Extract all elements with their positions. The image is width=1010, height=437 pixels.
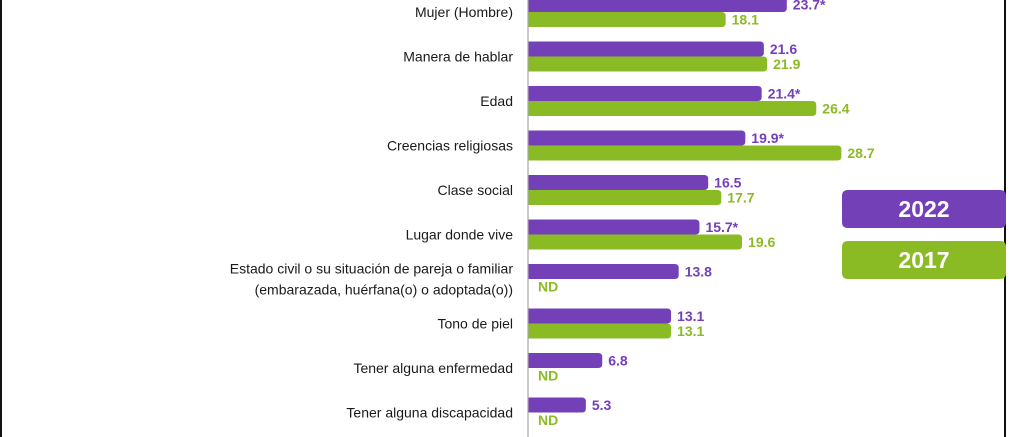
category-label: Tener alguna enfermedad [353,360,513,376]
legend: 2022 2017 [842,190,1006,279]
legend-label-2022: 2022 [898,196,949,222]
bar-2017 [528,56,768,72]
category-label: Lugar donde vive [406,227,514,243]
category-label-line: Tener alguna discapacidad [346,405,513,421]
bar-2022 [528,264,679,279]
bar-2022 [528,130,746,146]
category-label: Tono de piel [437,316,513,332]
data-label-2022: 21.4* [768,86,801,102]
bar-2022 [528,86,762,101]
data-label-2022: 16.5 [714,175,741,191]
data-label-2022: 6.8 [608,353,628,369]
bar-2022 [528,219,700,235]
data-label-2017: ND [538,412,558,428]
category-label-line: Manera de hablar [403,49,513,65]
category-label: Edad [480,93,513,109]
category-label-line: Creencias religiosas [387,138,513,154]
data-label-2017: 26.4 [822,101,849,117]
bar-2017 [528,323,672,339]
bar-2022 [528,308,672,324]
category-label-line: Edad [480,93,513,109]
data-label-2017: ND [538,279,558,295]
category-label: Creencias religiosas [387,138,513,154]
data-label-2022: 21.6 [770,41,797,57]
bar-2022 [528,0,787,12]
category-label: Estado civil o su situación de pareja o … [230,261,514,298]
data-label-2022: 13.8 [685,264,712,280]
category-label-line: Estado civil o su situación de pareja o … [230,261,514,277]
category-label-line: Lugar donde vive [406,227,514,243]
bar-2022 [528,175,709,190]
category-label-line: Tener alguna enfermedad [353,360,513,376]
bar-2022 [528,353,603,368]
category-label: Clase social [438,182,513,198]
data-label-2017: 17.7 [727,190,754,206]
data-label-2022: 15.7* [705,219,738,235]
bar-2017 [528,190,722,205]
category-label-line: Tono de piel [437,316,513,332]
category-label: Mujer (Hombre) [415,4,513,20]
data-label-2017: 21.9 [773,56,800,72]
bar-2022 [528,41,764,57]
category-label-line: Clase social [438,182,513,198]
bar-2017 [528,145,842,161]
data-label-2022: 13.1 [677,308,704,324]
data-label-2022: 5.3 [592,397,612,413]
bar-2017 [528,12,726,27]
data-label-2017: 13.1 [677,323,704,339]
legend-swatch-2022 [842,190,1006,228]
data-label-2022: 19.9* [751,130,784,146]
category-label: Manera de hablar [403,49,513,65]
data-label-2017: 19.6 [748,234,775,250]
bar-2017 [528,234,743,250]
category-label: Tener alguna discapacidad [346,405,513,421]
data-label-2022: 23.7* [793,0,826,13]
legend-swatch-2017 [842,241,1006,279]
data-label-2017: 18.1 [732,12,759,28]
bar-2017 [528,101,817,116]
category-label-line: Mujer (Hombre) [415,4,513,20]
legend-label-2017: 2017 [898,247,949,273]
data-label-2017: 28.7 [847,145,874,161]
data-label-2017: ND [538,368,558,384]
bar-2022 [528,397,586,413]
bars-layer: Mujer (Hombre) 23.7* 18.1 Manera de hablar 2… [230,0,875,428]
category-label-line: (embarazada, huérfana(o) o adoptada(o)) [255,282,513,298]
